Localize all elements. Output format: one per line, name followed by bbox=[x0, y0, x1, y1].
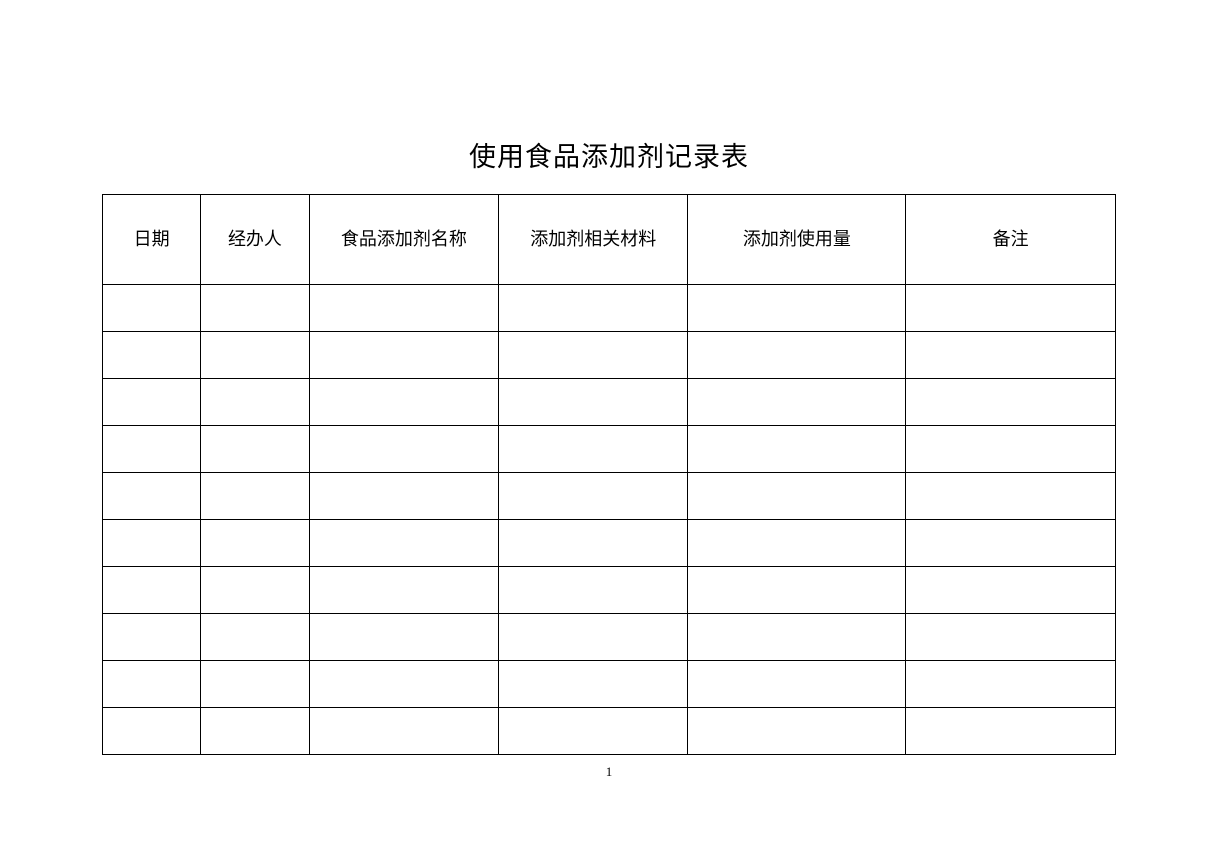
cell bbox=[688, 661, 906, 708]
cell bbox=[103, 332, 201, 379]
table-row bbox=[103, 614, 1116, 661]
cell bbox=[309, 285, 498, 332]
cell bbox=[688, 426, 906, 473]
header-remark: 备注 bbox=[906, 195, 1116, 285]
cell bbox=[309, 614, 498, 661]
cell bbox=[688, 708, 906, 755]
cell bbox=[906, 567, 1116, 614]
table-row bbox=[103, 567, 1116, 614]
cell bbox=[309, 708, 498, 755]
cell bbox=[103, 426, 201, 473]
page-number: 1 bbox=[606, 764, 613, 780]
cell bbox=[906, 473, 1116, 520]
table-wrapper: 日期 经办人 食品添加剂名称 添加剂相关材料 添加剂使用量 备注 bbox=[102, 194, 1116, 755]
cell bbox=[309, 426, 498, 473]
header-date: 日期 bbox=[103, 195, 201, 285]
cell bbox=[103, 379, 201, 426]
cell bbox=[499, 614, 688, 661]
cell bbox=[201, 473, 309, 520]
cell bbox=[906, 708, 1116, 755]
cell bbox=[906, 614, 1116, 661]
additive-record-table: 日期 经办人 食品添加剂名称 添加剂相关材料 添加剂使用量 备注 bbox=[102, 194, 1116, 755]
cell bbox=[201, 520, 309, 567]
cell bbox=[309, 332, 498, 379]
table-row bbox=[103, 473, 1116, 520]
cell bbox=[906, 426, 1116, 473]
cell bbox=[309, 379, 498, 426]
cell bbox=[201, 708, 309, 755]
cell bbox=[309, 473, 498, 520]
table-row bbox=[103, 426, 1116, 473]
cell bbox=[201, 332, 309, 379]
cell bbox=[103, 285, 201, 332]
cell bbox=[201, 426, 309, 473]
cell bbox=[688, 614, 906, 661]
cell bbox=[499, 285, 688, 332]
cell bbox=[103, 708, 201, 755]
cell bbox=[906, 379, 1116, 426]
cell bbox=[103, 567, 201, 614]
cell bbox=[688, 473, 906, 520]
page-container: 使用食品添加剂记录表 日期 经办人 食品添加剂名称 添加剂相关材料 添加剂使用量… bbox=[0, 0, 1218, 755]
cell bbox=[906, 332, 1116, 379]
cell bbox=[906, 661, 1116, 708]
table-row bbox=[103, 708, 1116, 755]
table-row bbox=[103, 520, 1116, 567]
table-body bbox=[103, 285, 1116, 755]
cell bbox=[499, 708, 688, 755]
table-row bbox=[103, 285, 1116, 332]
cell bbox=[309, 520, 498, 567]
cell bbox=[201, 567, 309, 614]
header-material: 添加剂相关材料 bbox=[499, 195, 688, 285]
header-name: 食品添加剂名称 bbox=[309, 195, 498, 285]
cell bbox=[688, 332, 906, 379]
header-row: 日期 经办人 食品添加剂名称 添加剂相关材料 添加剂使用量 备注 bbox=[103, 195, 1116, 285]
cell bbox=[103, 661, 201, 708]
table-row bbox=[103, 661, 1116, 708]
cell bbox=[688, 379, 906, 426]
cell bbox=[499, 473, 688, 520]
cell bbox=[499, 661, 688, 708]
cell bbox=[103, 473, 201, 520]
cell bbox=[201, 661, 309, 708]
cell bbox=[906, 520, 1116, 567]
cell bbox=[688, 520, 906, 567]
cell bbox=[499, 379, 688, 426]
cell bbox=[499, 520, 688, 567]
cell bbox=[201, 379, 309, 426]
cell bbox=[688, 567, 906, 614]
table-row bbox=[103, 332, 1116, 379]
cell bbox=[309, 661, 498, 708]
cell bbox=[499, 426, 688, 473]
cell bbox=[499, 332, 688, 379]
cell bbox=[201, 285, 309, 332]
header-usage: 添加剂使用量 bbox=[688, 195, 906, 285]
cell bbox=[103, 614, 201, 661]
cell bbox=[906, 285, 1116, 332]
document-title: 使用食品添加剂记录表 bbox=[0, 135, 1218, 174]
cell bbox=[201, 614, 309, 661]
cell bbox=[103, 520, 201, 567]
table-row bbox=[103, 379, 1116, 426]
cell bbox=[309, 567, 498, 614]
cell bbox=[499, 567, 688, 614]
cell bbox=[688, 285, 906, 332]
header-person: 经办人 bbox=[201, 195, 309, 285]
